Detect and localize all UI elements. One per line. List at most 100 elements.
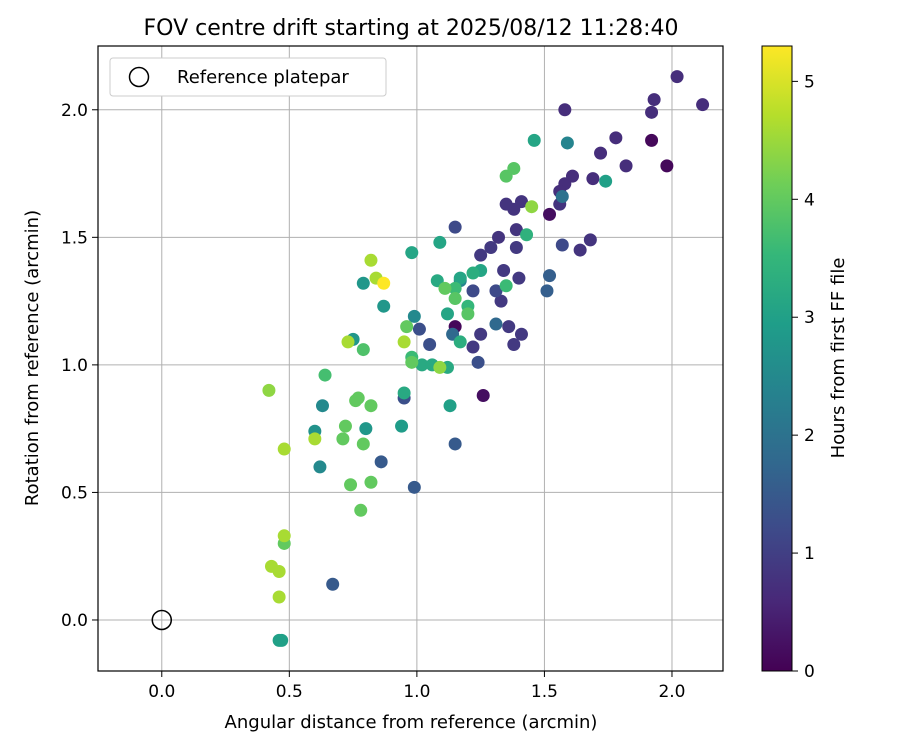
data-point xyxy=(499,197,513,211)
data-point xyxy=(507,337,521,351)
plot-area-frame xyxy=(97,45,724,672)
data-points xyxy=(151,70,710,647)
data-point xyxy=(514,327,528,341)
data-point xyxy=(512,271,526,285)
data-point xyxy=(660,159,674,173)
y-tick-label: 2.0 xyxy=(61,101,88,121)
data-point xyxy=(412,322,426,336)
data-point xyxy=(405,246,419,260)
data-point xyxy=(308,432,322,446)
data-point xyxy=(525,200,539,214)
data-point xyxy=(364,475,378,489)
data-point xyxy=(374,455,388,469)
data-point xyxy=(489,317,503,331)
data-point xyxy=(356,343,370,357)
data-point xyxy=(543,269,557,283)
data-point xyxy=(494,294,508,308)
legend: Reference platepar xyxy=(109,57,387,97)
x-tick-label: 1.5 xyxy=(531,682,558,702)
data-point xyxy=(573,243,587,257)
data-point xyxy=(696,98,710,112)
chart-title: FOV centre drift starting at 2025/08/12 … xyxy=(144,16,679,41)
data-point xyxy=(645,105,659,119)
data-point xyxy=(555,190,569,204)
data-point xyxy=(341,335,355,349)
data-point xyxy=(315,399,329,413)
data-point xyxy=(560,136,574,150)
colorbar-tick-label: 3 xyxy=(804,308,815,328)
data-point xyxy=(448,437,462,451)
data-point xyxy=(466,284,480,298)
data-point xyxy=(400,320,414,334)
data-point xyxy=(594,146,608,160)
data-point xyxy=(338,419,352,433)
y-tick-label: 1.5 xyxy=(61,228,88,248)
data-point xyxy=(492,230,506,244)
data-point xyxy=(277,529,291,543)
data-point xyxy=(356,276,370,290)
data-point xyxy=(344,478,358,492)
data-point xyxy=(645,133,659,147)
x-tick-label: 0.5 xyxy=(276,682,303,702)
data-point xyxy=(440,307,454,321)
data-point xyxy=(277,442,291,456)
data-point xyxy=(476,388,490,402)
colorbar-tick-label: 2 xyxy=(804,426,815,446)
legend-box xyxy=(109,57,387,97)
data-point xyxy=(397,335,411,349)
grid xyxy=(98,46,723,671)
data-point xyxy=(364,399,378,413)
data-point xyxy=(499,169,513,183)
data-point xyxy=(520,228,534,242)
data-point xyxy=(509,241,523,255)
data-point xyxy=(489,284,503,298)
data-point xyxy=(466,266,480,280)
data-point xyxy=(453,335,467,349)
data-point xyxy=(395,419,409,433)
data-point xyxy=(540,284,554,298)
data-point xyxy=(438,281,452,295)
data-point xyxy=(448,220,462,234)
colorbar-gradient xyxy=(761,45,793,672)
data-point xyxy=(423,337,437,351)
data-point xyxy=(453,271,467,285)
data-point xyxy=(397,386,411,400)
data-point xyxy=(448,292,462,306)
data-point xyxy=(497,263,511,277)
data-point xyxy=(356,437,370,451)
data-point xyxy=(359,422,373,436)
data-point xyxy=(415,358,429,372)
data-point xyxy=(364,253,378,267)
legend-label-reference: Reference platepar xyxy=(177,67,349,88)
data-point xyxy=(474,248,488,262)
colorbar-tick-label: 0 xyxy=(804,662,815,682)
data-point xyxy=(484,241,498,255)
x-axis-label: Angular distance from reference (arcmin) xyxy=(225,712,598,733)
colorbar-tick-label: 5 xyxy=(804,72,815,92)
colorbar-tick-label: 4 xyxy=(804,190,815,210)
colorbar-label: Hours from first FF file xyxy=(828,258,849,459)
data-point xyxy=(407,480,421,494)
data-point xyxy=(336,432,350,446)
y-tick-label: 0.0 xyxy=(61,611,88,631)
y-tick-label: 1.0 xyxy=(61,356,88,376)
data-point xyxy=(433,360,447,374)
data-point xyxy=(555,238,569,252)
data-point xyxy=(318,368,332,382)
data-point xyxy=(448,281,462,295)
data-point xyxy=(670,70,684,84)
data-point xyxy=(354,503,368,517)
data-point xyxy=(583,233,597,247)
data-point xyxy=(502,320,516,334)
legend-marker-reference xyxy=(128,66,150,88)
x-tick-label: 0.0 xyxy=(148,682,175,702)
data-point xyxy=(466,340,480,354)
data-point xyxy=(647,93,661,107)
y-axis-label: Rotation from reference (arcmin) xyxy=(22,210,43,506)
data-point xyxy=(599,174,613,188)
data-point xyxy=(326,577,340,591)
data-point xyxy=(377,276,391,290)
data-point xyxy=(433,235,447,249)
data-point xyxy=(474,327,488,341)
